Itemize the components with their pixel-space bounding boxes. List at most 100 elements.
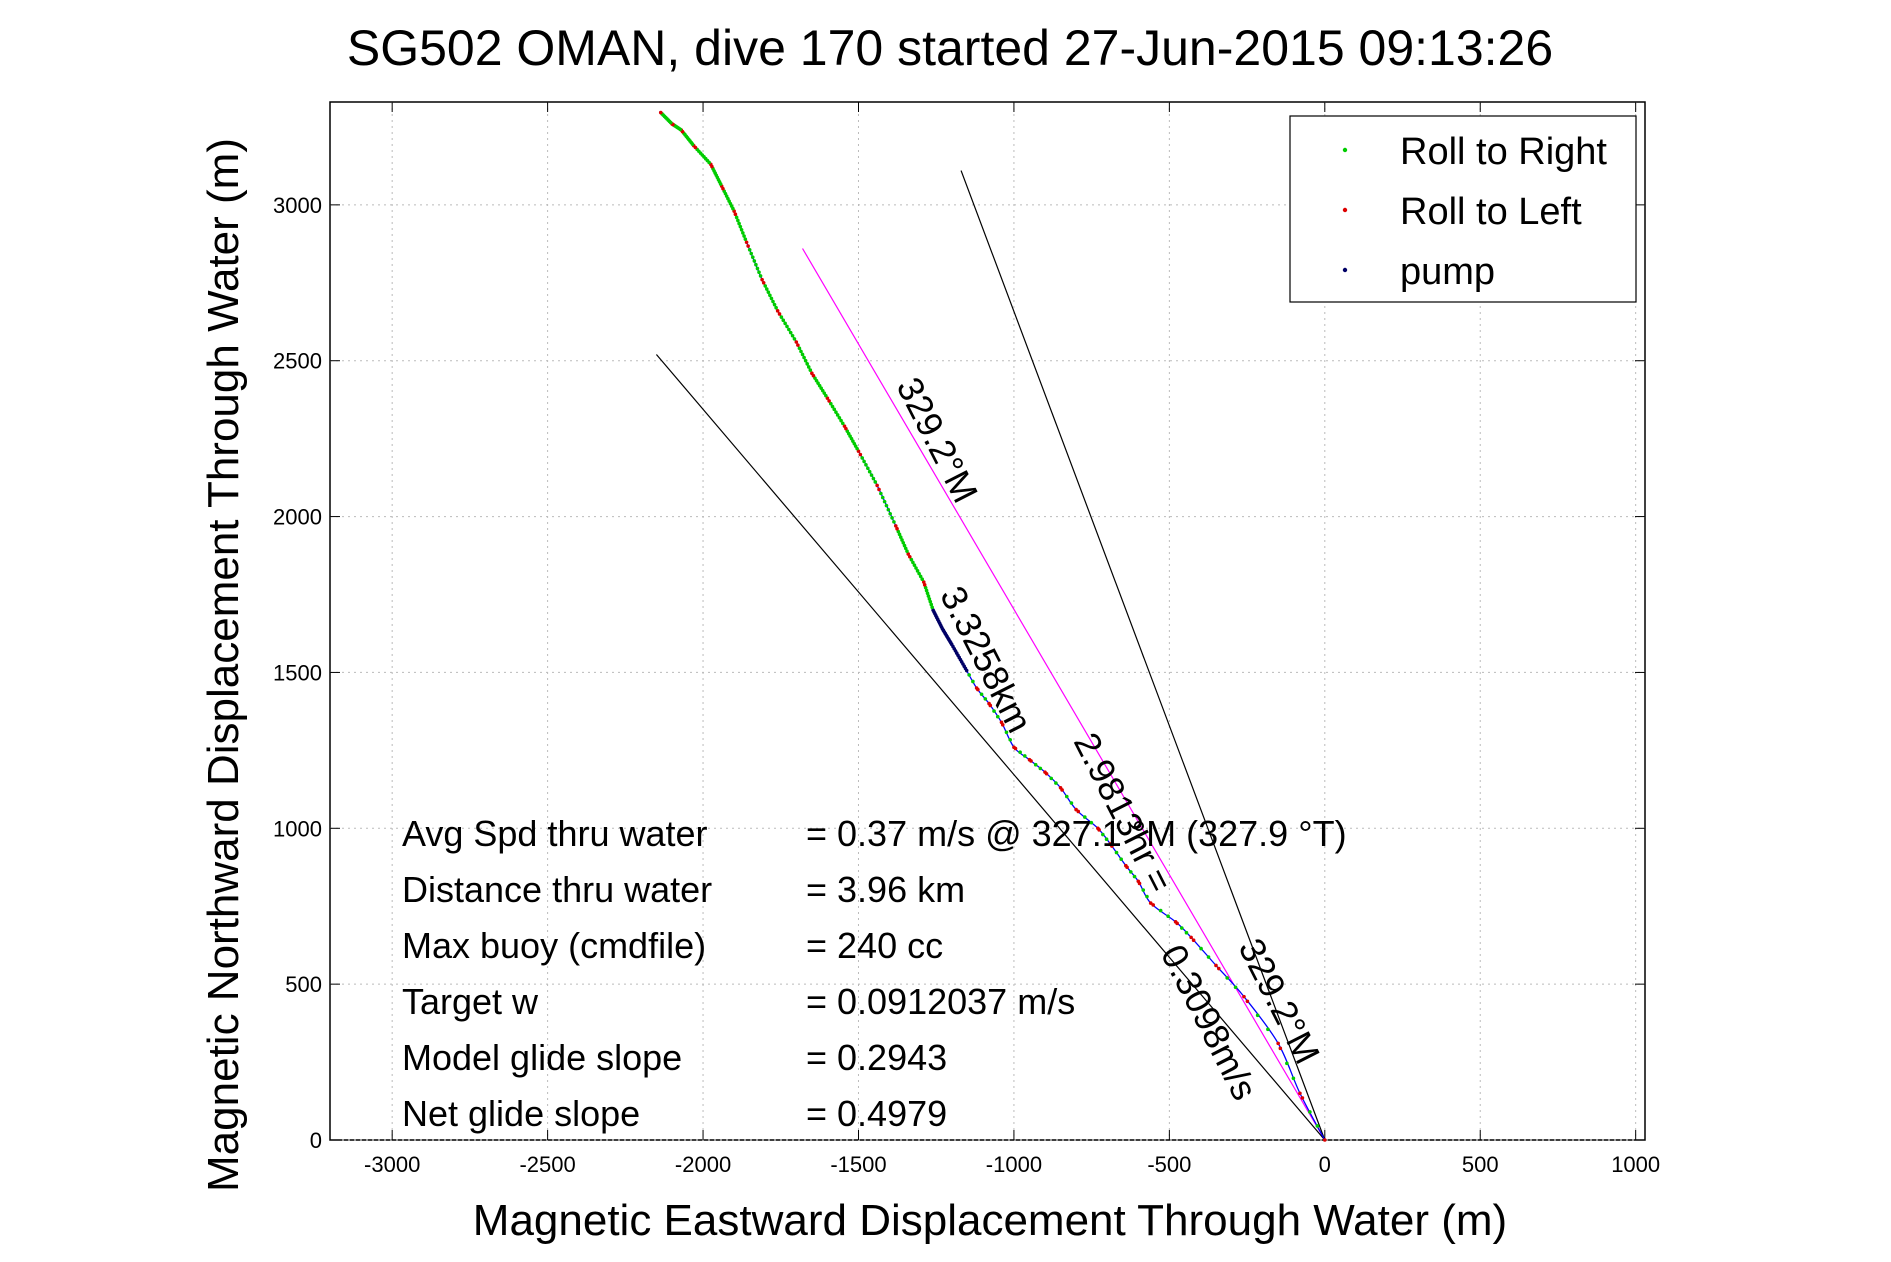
roll-left-point [744,240,749,245]
roll-right-point [1129,870,1133,874]
roll-right-point [1104,837,1109,841]
roll-right-point [800,352,805,357]
roll-right-point [923,585,928,590]
roll-right-point [1206,955,1211,959]
roll-right-point [785,324,789,329]
roll-right-point [886,507,891,512]
reference-line-bound_left [655,354,1326,1141]
roll-left-point [906,552,911,556]
x-axis-label: Magnetic Eastward Displacement Through W… [473,1196,1507,1245]
x-tick-label: -2500 [519,1152,575,1177]
roll-right-point [774,305,778,310]
roll-right-point [1166,914,1170,918]
roll-right-point [1054,781,1058,785]
roll-right-point [806,365,811,369]
roll-right-point [803,358,808,363]
roll-right-point [805,362,809,366]
roll-right-point [992,709,996,713]
roll-right-point [738,224,743,229]
roll-right-point [1089,820,1094,825]
roll-left-point [1245,999,1250,1004]
roll-left-point [1214,963,1218,968]
roll-right-point [792,337,797,341]
y-tick-label: 2000 [273,505,322,530]
roll-right-point [1023,754,1027,758]
x-tick-label: 0 [1319,1152,1331,1177]
roll-right-point [983,697,988,701]
roll-right-point [1049,776,1054,781]
roll-right-point [837,415,842,420]
roll-right-point [995,714,1000,719]
roll-left-point [1191,938,1196,942]
roll-right-point [1233,985,1238,990]
roll-left-point [1058,785,1063,790]
roll-right-point [1291,1076,1296,1081]
roll-right-point [755,266,760,271]
roll-right-point [769,296,774,301]
stat-value: = 240 cc [806,925,943,966]
roll-right-point [1308,1110,1312,1114]
roll-right-point [1141,888,1146,892]
roll-left-point [1074,807,1078,812]
roll-right-point [869,473,874,477]
roll-left-point [842,424,847,428]
x-tick-label: -1000 [986,1152,1042,1177]
roll-right-point [734,215,739,220]
roll-left-point [1300,1096,1305,1100]
roll-right-point [1018,750,1022,755]
roll-left-point [794,340,799,344]
roll-right-point [900,538,904,542]
roll-right-point [967,673,971,677]
roll-left-point [760,277,764,282]
roll-right-point [1033,762,1038,767]
stat-label: Max buoy (cmdfile) [402,925,706,966]
roll-right-point [879,491,883,496]
roll-right-point [747,247,752,252]
roll-left-point [733,212,738,217]
x-tick-label: -1500 [830,1152,886,1177]
dive-track [658,110,1327,1142]
roll-left-point [746,244,750,248]
roll-left-point [1096,826,1100,831]
y-tick-label: 0 [310,1128,322,1153]
roll-right-point [790,333,795,338]
roll-right-point [742,234,746,238]
roll-left-point [987,701,991,706]
roll-left-point [921,580,926,584]
roll-right-point [917,571,921,576]
legend-label: Roll to Right [1400,131,1607,173]
roll-right-point [920,577,925,582]
roll-left-point [999,720,1004,725]
roll-right-point [888,511,892,516]
roll-right-point [912,563,917,568]
legend-marker [1342,267,1348,273]
roll-left-point [1189,935,1193,940]
roll-right-point [1101,832,1105,837]
roll-left-point [1298,1091,1302,1096]
roll-right-point [1285,1061,1289,1066]
roll-right-point [1184,930,1189,935]
roll-right-point [787,327,791,332]
roll-right-point [925,591,930,596]
stat-label: Target w [402,981,539,1022]
roll-left-point [658,110,663,115]
stat-value: = 0.37 m/s @ 327.1 °M (327.9 °T) [806,813,1347,854]
roll-left-point [974,686,979,690]
roll-right-point [750,255,755,260]
roll-left-point [827,399,831,403]
roll-right-point [1255,1013,1260,1018]
roll-right-point [797,346,802,351]
roll-right-point [1083,815,1087,819]
stat-value: = 0.4979 [806,1093,947,1134]
roll-right-point [763,284,768,288]
roll-right-point [902,543,907,548]
roll-right-point [802,355,806,360]
grid-lines [330,102,1645,1141]
roll-right-point [829,401,833,406]
y-tick-label: 3000 [273,193,322,218]
roll-right-point [743,237,748,241]
roll-right-point [979,692,984,697]
roll-right-point [866,466,870,471]
roll-right-point [929,602,934,607]
roll-right-point [1315,1124,1320,1128]
